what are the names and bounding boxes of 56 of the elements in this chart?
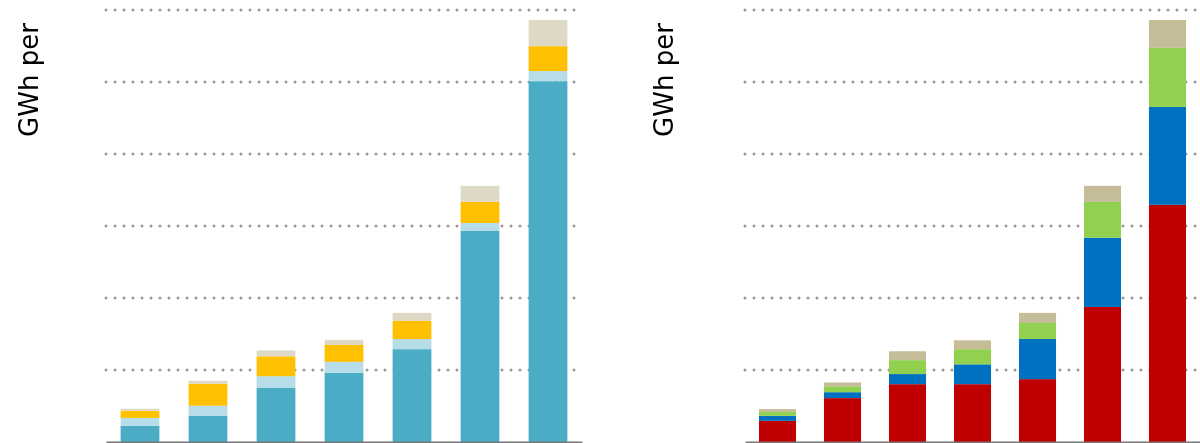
bar xyxy=(823,398,862,442)
bar xyxy=(953,384,992,442)
bar xyxy=(460,222,500,231)
bar xyxy=(188,405,228,416)
y-axis-title: GWh per xyxy=(648,22,679,137)
bar xyxy=(888,360,927,375)
bar xyxy=(758,420,797,442)
bar xyxy=(460,185,500,202)
bar xyxy=(953,349,992,365)
bar xyxy=(1018,339,1057,380)
bar xyxy=(256,356,296,377)
bar xyxy=(120,408,160,411)
bar xyxy=(758,415,797,421)
bar xyxy=(1148,47,1187,107)
bar xyxy=(953,340,992,350)
bar xyxy=(460,231,500,442)
bar xyxy=(188,415,228,442)
bar xyxy=(1083,237,1122,307)
bar xyxy=(888,374,927,385)
bar xyxy=(1083,306,1122,442)
bar xyxy=(392,339,432,350)
bar xyxy=(1148,106,1187,205)
bar xyxy=(324,339,364,345)
bar xyxy=(256,376,296,388)
bar xyxy=(324,344,364,362)
bar xyxy=(528,20,568,47)
bar xyxy=(823,392,862,399)
y-axis-title: GWh per xyxy=(13,22,44,137)
bar xyxy=(188,383,228,406)
bar xyxy=(1148,20,1187,48)
bar xyxy=(392,320,432,340)
bar xyxy=(188,380,228,384)
bar xyxy=(953,364,992,385)
bar xyxy=(1083,185,1122,202)
bar xyxy=(1018,312,1057,323)
bar xyxy=(528,71,568,82)
bar xyxy=(528,81,568,442)
bar xyxy=(120,425,160,442)
bar xyxy=(1018,323,1057,340)
bar xyxy=(256,350,296,357)
bar xyxy=(888,351,927,361)
bar xyxy=(1148,204,1187,442)
bar xyxy=(1083,201,1122,238)
bar xyxy=(1018,379,1057,442)
bar xyxy=(392,349,432,442)
bar xyxy=(460,201,500,223)
bar xyxy=(120,417,160,426)
bar xyxy=(823,386,862,393)
bar xyxy=(528,46,568,72)
bar xyxy=(324,372,364,442)
bar xyxy=(120,410,160,418)
bar xyxy=(888,384,927,442)
bar xyxy=(256,387,296,442)
bar xyxy=(823,382,862,387)
bar xyxy=(392,312,432,321)
bar xyxy=(324,361,364,373)
